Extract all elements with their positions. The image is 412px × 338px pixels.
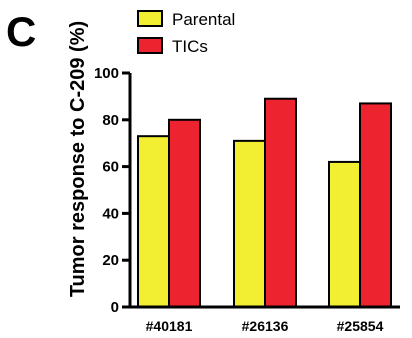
legend-swatch-tics [137, 37, 163, 54]
x-tick-label: #40181 [146, 318, 193, 334]
y-tick-label: 40 [102, 205, 119, 222]
y-tick-label: 100 [94, 65, 119, 82]
bar-tics-2 [359, 102, 392, 308]
legend-label-parental: Parental [172, 10, 235, 29]
y-axis-title: Tumor response to C-209 (%) [67, 21, 89, 297]
plot-area: 0 20 40 60 80 100 #40181 #26136 #25854 [94, 65, 400, 334]
legend-label-tics: TICs [172, 37, 208, 56]
y-tick-label: 0 [111, 299, 119, 316]
bar-tics-0 [168, 118, 201, 308]
x-tick-label: #25854 [337, 318, 384, 334]
bar-tics-1 [264, 97, 297, 308]
panel-label: C [6, 8, 36, 55]
x-tick-labels: #40181 #26136 #25854 [146, 318, 384, 334]
bars [137, 97, 392, 308]
y-tick-label: 20 [102, 252, 119, 269]
x-tick-label: #26136 [242, 318, 289, 334]
bar-parental-0 [137, 135, 170, 308]
bar-parental-2 [328, 160, 361, 308]
bar-parental-1 [233, 139, 266, 308]
y-tick-label: 60 [102, 159, 119, 176]
y-ticks: 0 20 40 60 80 100 [94, 65, 130, 316]
y-tick-label: 80 [102, 112, 119, 129]
legend-swatch-parental [137, 10, 163, 27]
legend: Parental TICs [137, 10, 235, 56]
